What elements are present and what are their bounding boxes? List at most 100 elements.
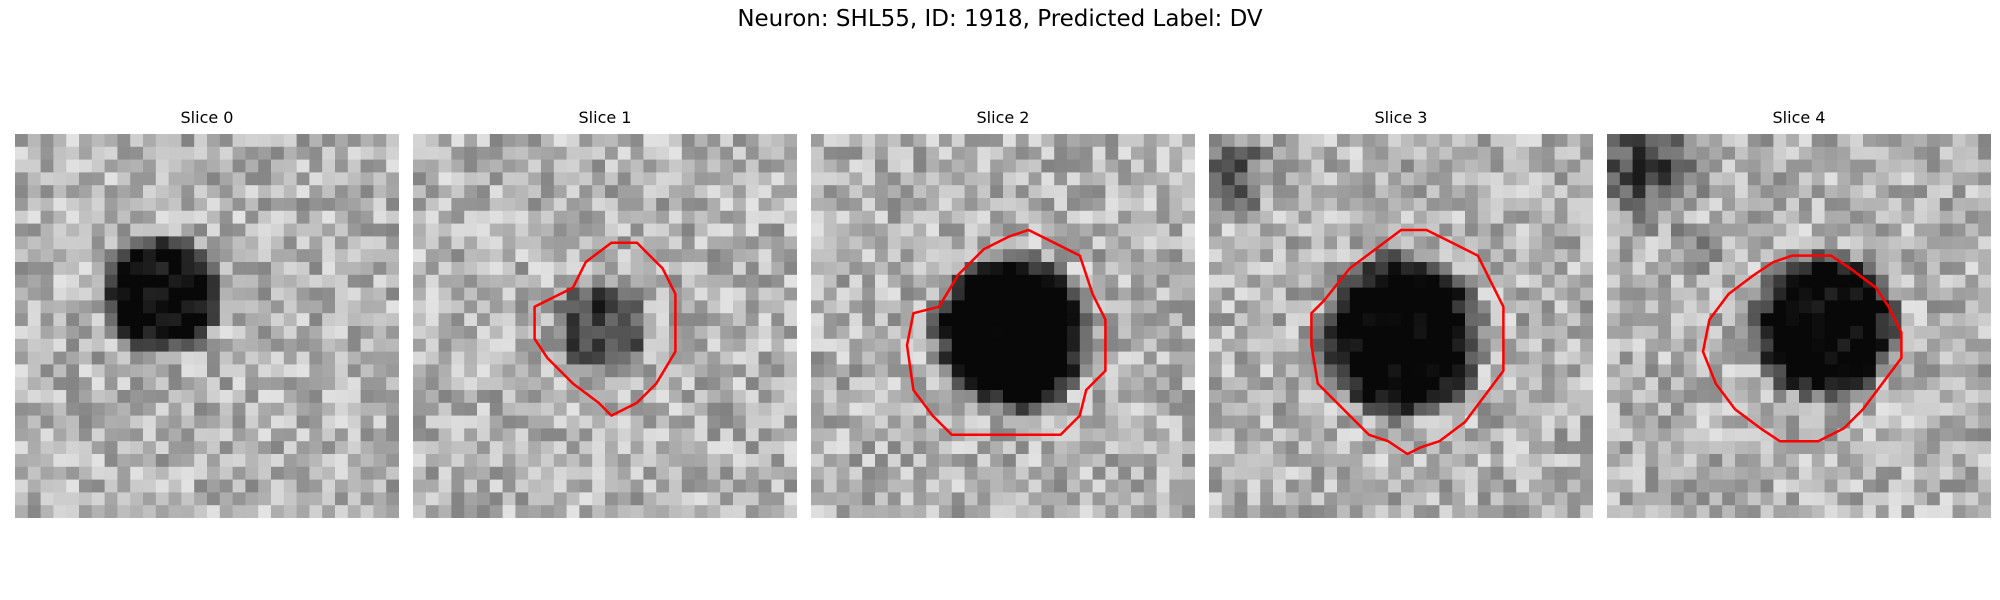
pixel xyxy=(669,428,683,442)
pixel xyxy=(181,390,195,404)
pixel xyxy=(1015,262,1029,276)
pixel xyxy=(1118,185,1132,199)
roi-contour xyxy=(1310,228,1505,456)
pixel xyxy=(1362,146,1376,160)
pixel xyxy=(1554,492,1568,506)
pixel xyxy=(1671,146,1685,160)
pixel xyxy=(1799,479,1813,493)
pixel xyxy=(322,146,336,160)
pixel xyxy=(1632,402,1646,416)
pixel xyxy=(1760,390,1774,404)
pixel xyxy=(1799,146,1813,160)
pixel xyxy=(451,262,465,276)
pixel xyxy=(1760,466,1774,480)
pixel xyxy=(1722,300,1736,314)
pixel xyxy=(309,146,323,160)
pixel xyxy=(592,223,606,237)
pixel xyxy=(1645,441,1659,455)
pixel xyxy=(1619,338,1633,352)
pixel xyxy=(811,441,825,455)
pixel xyxy=(1735,492,1749,506)
pixel xyxy=(1811,300,1825,314)
pixel xyxy=(117,377,131,391)
pixel xyxy=(630,146,644,160)
pixel xyxy=(656,172,670,186)
pixel xyxy=(720,415,734,429)
pixel xyxy=(926,134,940,148)
pixel xyxy=(1503,338,1517,352)
pixel xyxy=(1337,185,1351,199)
pixel xyxy=(862,134,876,148)
pixel xyxy=(502,198,516,212)
pixel xyxy=(296,505,310,518)
pixel xyxy=(373,492,387,506)
pixel xyxy=(694,466,708,480)
pixel xyxy=(155,338,169,352)
pixel xyxy=(1105,454,1119,468)
pixel xyxy=(489,287,503,301)
pixel xyxy=(1978,415,1991,429)
pixel xyxy=(1260,402,1274,416)
pixel xyxy=(451,390,465,404)
pixel xyxy=(1465,364,1479,378)
pixel xyxy=(811,338,825,352)
pixel xyxy=(1696,300,1710,314)
pixel xyxy=(347,274,361,288)
pixel xyxy=(977,479,991,493)
pixel xyxy=(1260,262,1274,276)
pixel xyxy=(592,300,606,314)
pixel xyxy=(1015,351,1029,365)
pixel xyxy=(258,505,272,518)
pixel xyxy=(143,185,157,199)
pixel xyxy=(386,198,399,212)
pixel xyxy=(1811,262,1825,276)
pixel xyxy=(887,198,901,212)
pixel xyxy=(836,441,850,455)
pixel xyxy=(194,274,208,288)
pixel xyxy=(1015,172,1029,186)
pixel xyxy=(1041,300,1055,314)
pixel xyxy=(1465,172,1479,186)
pixel xyxy=(1375,223,1389,237)
pixel xyxy=(1234,198,1248,212)
pixel xyxy=(553,159,567,173)
pixel xyxy=(1349,172,1363,186)
pixel xyxy=(245,326,259,340)
pixel xyxy=(1875,249,1889,263)
pixel xyxy=(1028,466,1042,480)
pixel xyxy=(27,134,41,148)
pixel xyxy=(541,185,555,199)
pixel xyxy=(1003,351,1017,365)
pixel xyxy=(309,402,323,416)
pixel xyxy=(541,210,555,224)
pixel xyxy=(1388,492,1402,506)
pixel xyxy=(1811,223,1825,237)
pixel xyxy=(964,492,978,506)
pixel xyxy=(1541,377,1555,391)
pixel xyxy=(515,274,529,288)
pixel xyxy=(155,134,169,148)
pixel xyxy=(707,159,721,173)
pixel xyxy=(1541,300,1555,314)
pixel xyxy=(1914,198,1928,212)
pixel xyxy=(347,313,361,327)
pixel xyxy=(1362,364,1376,378)
pixel xyxy=(1131,479,1145,493)
pixel xyxy=(1658,236,1672,250)
pixel xyxy=(1927,146,1941,160)
pixel xyxy=(1413,326,1427,340)
pixel xyxy=(566,146,580,160)
pixel xyxy=(758,223,772,237)
pixel xyxy=(1452,492,1466,506)
pixel xyxy=(990,210,1004,224)
pixel xyxy=(1465,326,1479,340)
pixel xyxy=(1054,300,1068,314)
pixel xyxy=(1028,236,1042,250)
pixel xyxy=(502,466,516,480)
pixel xyxy=(1927,274,1941,288)
pixel xyxy=(605,390,619,404)
pixel xyxy=(168,454,182,468)
pixel xyxy=(502,402,516,416)
pixel xyxy=(1311,262,1325,276)
pixel xyxy=(681,326,695,340)
